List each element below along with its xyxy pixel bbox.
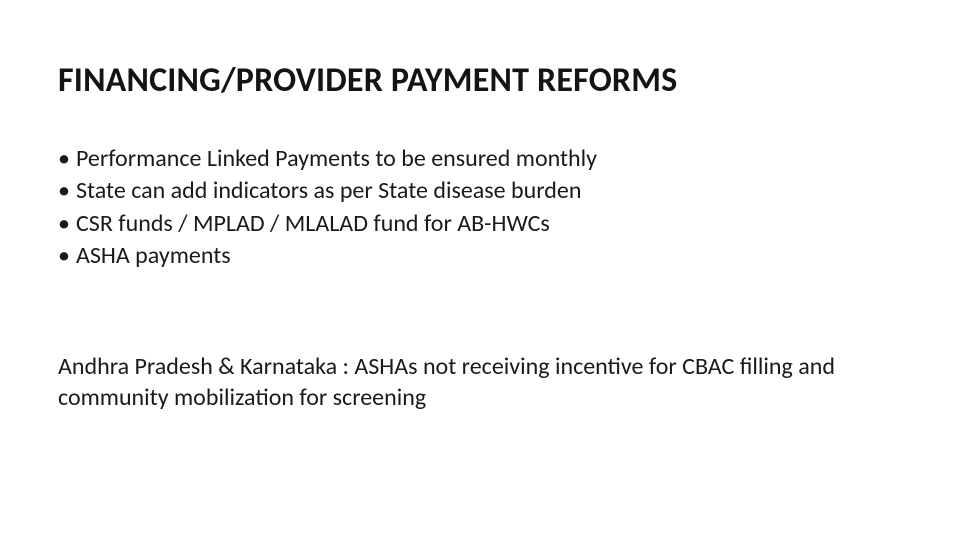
- bullet-item: State can add indicators as per State di…: [58, 175, 902, 207]
- bullet-item: ASHA payments: [58, 240, 902, 272]
- bullet-list: Performance Linked Payments to be ensure…: [58, 143, 902, 273]
- footer-note: Andhra Pradesh & Karnataka : ASHAs not r…: [58, 351, 888, 413]
- slide-title: FINANCING/PROVIDER PAYMENT REFORMS: [58, 60, 902, 101]
- bullet-item: CSR funds / MPLAD / MLALAD fund for AB-H…: [58, 208, 902, 240]
- bullet-item: Performance Linked Payments to be ensure…: [58, 143, 902, 175]
